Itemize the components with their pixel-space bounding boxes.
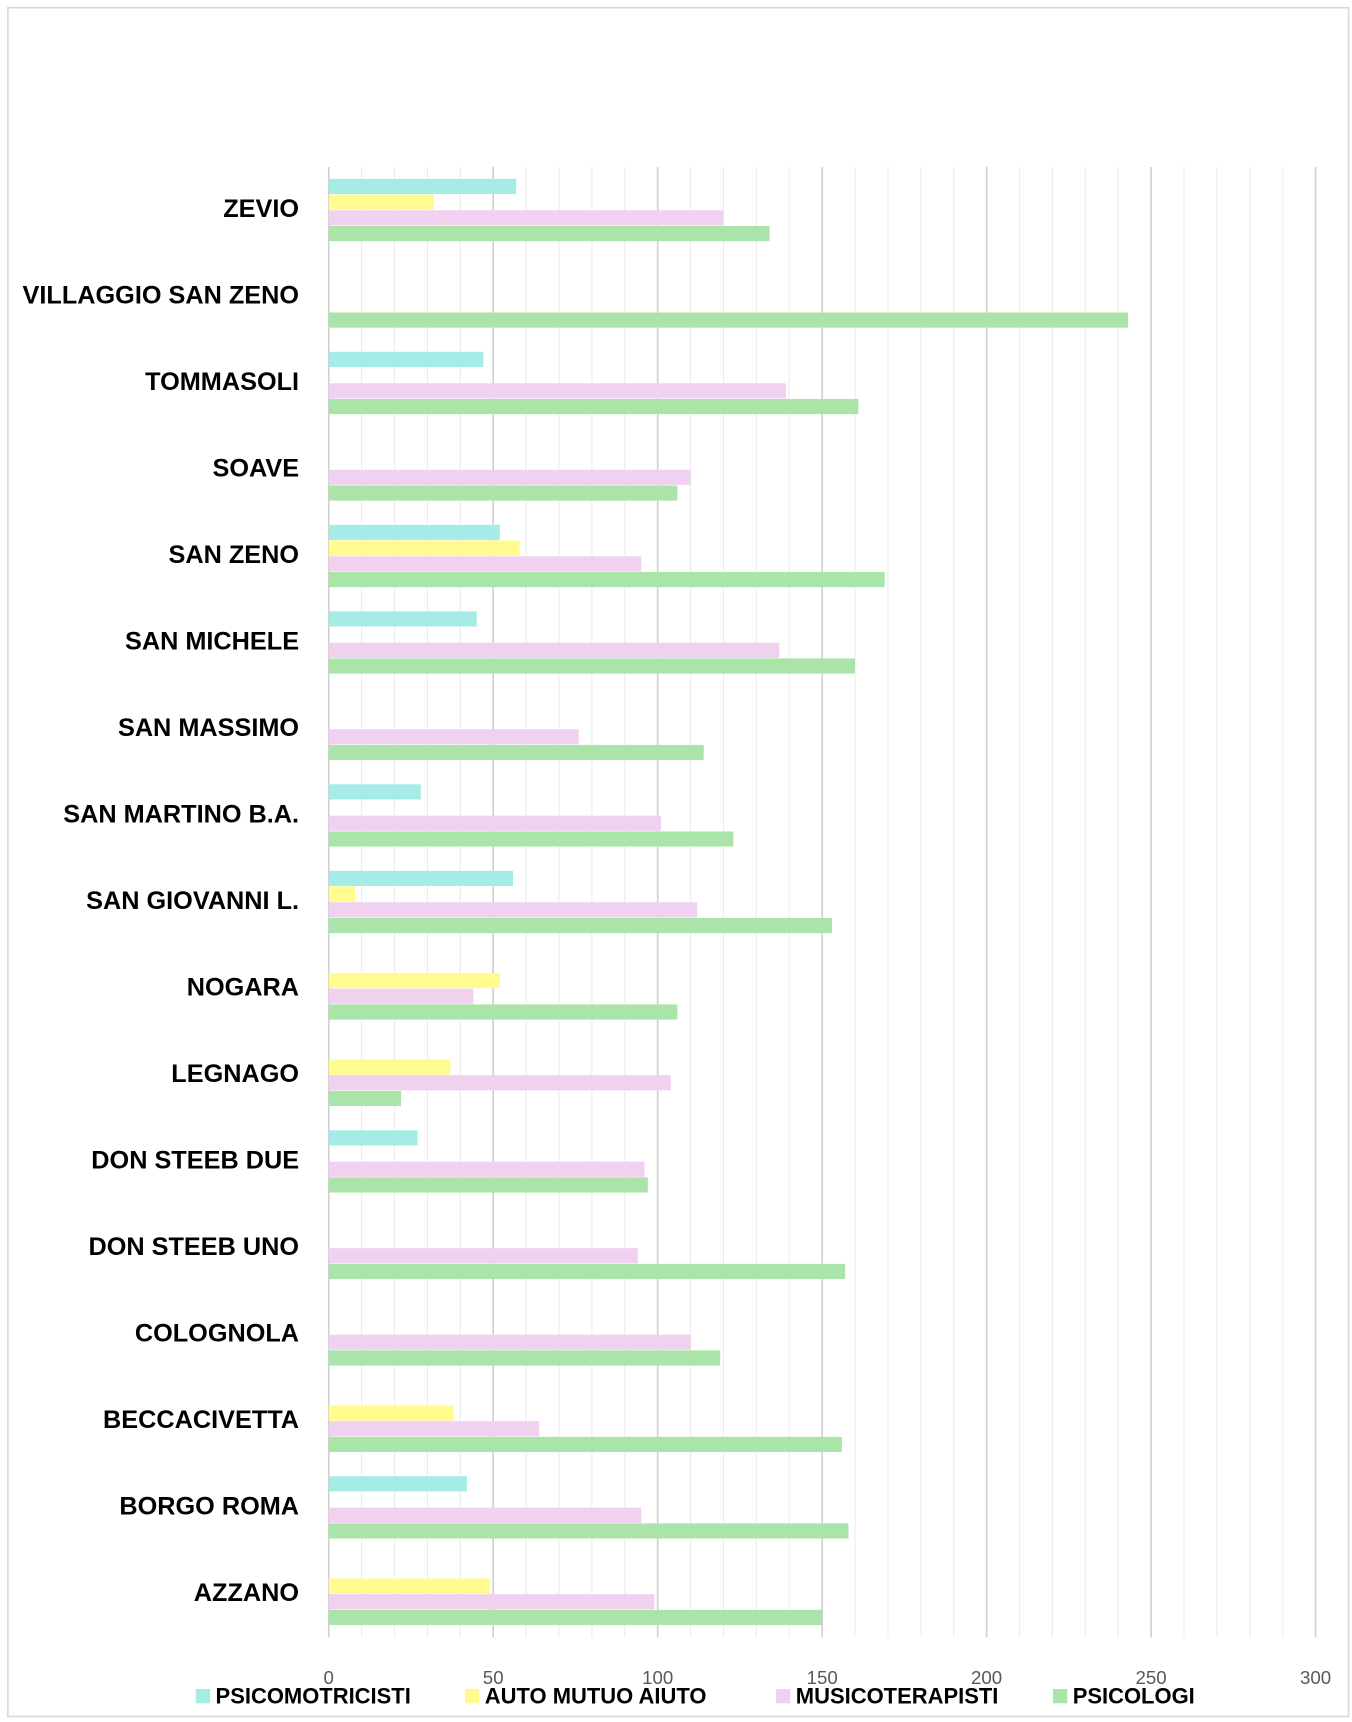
bar — [328, 1350, 721, 1366]
bar — [328, 642, 780, 658]
bar — [328, 571, 885, 588]
category-label: SAN MICHELE — [125, 627, 299, 655]
category-label: BORGO ROMA — [119, 1492, 299, 1520]
category-label: BECCACIVETTA — [103, 1406, 299, 1434]
bar — [328, 469, 691, 485]
bar — [328, 1523, 849, 1539]
bar — [328, 1405, 454, 1421]
legend-swatch — [776, 1689, 791, 1704]
x-tick-label: 100 — [642, 1667, 673, 1688]
bar — [328, 1507, 642, 1523]
bar — [328, 831, 734, 847]
bar — [328, 1177, 648, 1193]
category-label: SAN MASSIMO — [118, 714, 299, 742]
bar — [328, 1334, 691, 1350]
bar — [328, 917, 833, 934]
bar — [328, 611, 477, 627]
x-tick-label: 50 — [483, 1667, 504, 1688]
bar — [328, 815, 661, 831]
category-label: SAN GIOVANNI L. — [86, 887, 299, 915]
bar — [328, 1248, 638, 1264]
bar — [328, 194, 435, 210]
bar — [328, 744, 704, 761]
bar — [328, 1130, 418, 1146]
legend-swatch — [465, 1689, 480, 1704]
bar — [328, 351, 484, 367]
x-tick-label: 300 — [1300, 1667, 1331, 1688]
x-tick-label: 200 — [971, 1667, 1002, 1688]
bar — [328, 225, 770, 242]
bar — [328, 1436, 842, 1453]
category-label: VILLAGGIO SAN ZENO — [23, 281, 300, 309]
bar — [328, 485, 678, 501]
bar — [328, 524, 500, 540]
bar — [328, 556, 642, 572]
bar — [328, 1578, 490, 1594]
bar — [328, 870, 513, 886]
category-label: DON STEEB UNO — [88, 1233, 299, 1261]
x-tick-label: 250 — [1136, 1667, 1167, 1688]
x-tick-label: 150 — [807, 1667, 838, 1688]
legend-label: MUSICOTERAPISTI — [796, 1684, 999, 1709]
bar — [328, 1594, 655, 1610]
legend-label: AUTO MUTUO AIUTO — [485, 1684, 707, 1709]
category-label: AZZANO — [194, 1579, 299, 1607]
bar — [328, 784, 421, 800]
bar — [328, 886, 356, 902]
bar — [328, 902, 698, 918]
bar — [328, 312, 1129, 328]
category-label: SAN MARTINO B.A. — [63, 800, 299, 828]
bar — [328, 1075, 671, 1091]
bar — [328, 1476, 467, 1492]
legend-swatch — [1052, 1689, 1068, 1704]
bar — [328, 972, 500, 989]
chart-frame — [7, 6, 1350, 1718]
bar — [328, 1090, 402, 1107]
category-label: DON STEEB DUE — [91, 1146, 299, 1174]
category-label: ZEVIO — [223, 195, 299, 223]
bar — [328, 988, 474, 1004]
category-label: LEGNAGO — [171, 1060, 299, 1088]
category-label: SOAVE — [212, 454, 299, 482]
category-label: TOMMASOLI — [145, 368, 299, 396]
bar — [328, 1609, 823, 1626]
bar — [328, 210, 724, 226]
category-label: COLOGNOLA — [135, 1319, 299, 1347]
legend-label: PSICOMOTRICISTI — [216, 1684, 411, 1709]
bar — [328, 729, 579, 745]
bar — [328, 398, 859, 415]
bar — [328, 178, 517, 195]
bar — [328, 1059, 451, 1075]
x-tick-label: 0 — [324, 1667, 334, 1688]
category-label: SAN ZENO — [169, 541, 300, 569]
bar — [328, 383, 786, 399]
bar — [328, 1421, 540, 1437]
legend-label: PSICOLOGI — [1073, 1684, 1195, 1709]
legend-swatch — [195, 1689, 211, 1704]
bar — [328, 1161, 645, 1177]
bar — [328, 658, 856, 674]
bar — [328, 540, 520, 556]
bar — [328, 1004, 678, 1020]
category-label: NOGARA — [187, 973, 299, 1001]
bar — [328, 1263, 846, 1280]
